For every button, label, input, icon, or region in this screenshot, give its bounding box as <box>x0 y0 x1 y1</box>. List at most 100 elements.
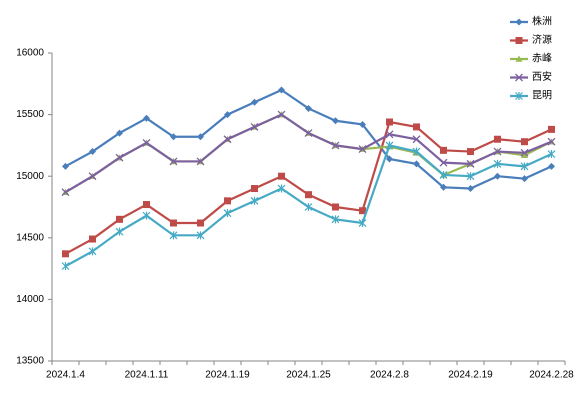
marker <box>520 148 529 157</box>
marker <box>332 203 339 211</box>
marker <box>196 157 205 166</box>
marker <box>515 73 523 82</box>
marker <box>89 235 96 243</box>
marker <box>224 197 231 205</box>
marker <box>251 98 258 106</box>
x-tick-label: 2024.1.11 <box>125 370 169 381</box>
marker <box>61 188 70 197</box>
marker <box>305 191 312 199</box>
marker <box>520 162 529 171</box>
marker <box>197 219 204 227</box>
marker <box>62 162 69 170</box>
y-tick-label: 16000 <box>16 48 44 59</box>
marker <box>196 231 205 240</box>
marker <box>251 185 258 193</box>
marker <box>359 207 366 215</box>
marker <box>493 159 502 168</box>
marker <box>304 203 313 211</box>
marker <box>412 135 421 144</box>
marker <box>358 219 367 228</box>
x-tick-label: 2024.1.19 <box>205 370 250 381</box>
marker <box>115 153 124 162</box>
marker <box>277 110 286 119</box>
marker <box>116 215 123 223</box>
marker <box>386 118 393 126</box>
marker <box>169 157 178 166</box>
marker <box>61 262 70 271</box>
marker <box>278 86 285 94</box>
marker <box>116 129 123 137</box>
marker <box>385 130 394 139</box>
y-tick-label: 14000 <box>16 294 44 305</box>
marker <box>115 227 124 236</box>
marker <box>88 172 97 181</box>
marker <box>169 231 178 240</box>
marker <box>440 146 447 154</box>
marker <box>250 122 259 131</box>
y-tick-label: 15000 <box>16 171 44 182</box>
marker <box>467 185 474 193</box>
marker <box>466 172 475 181</box>
marker <box>223 209 232 218</box>
marker <box>548 162 555 170</box>
marker <box>548 125 555 133</box>
marker <box>304 129 313 138</box>
legend-label: 西安 <box>532 70 552 83</box>
x-tick-label: 2024.1.25 <box>286 370 331 381</box>
marker <box>250 196 259 205</box>
marker <box>89 148 96 156</box>
marker <box>143 114 150 122</box>
marker <box>224 111 231 119</box>
legend-label: 昆明 <box>532 90 552 102</box>
marker <box>88 247 97 256</box>
marker <box>359 120 366 128</box>
marker <box>331 215 340 224</box>
marker <box>62 250 69 258</box>
marker <box>170 219 177 227</box>
x-tick-label: 2024.2.28 <box>529 370 574 381</box>
marker <box>440 183 447 191</box>
marker <box>439 158 448 167</box>
marker <box>142 138 151 147</box>
marker <box>277 184 286 193</box>
marker <box>331 141 340 150</box>
marker <box>143 201 150 209</box>
y-tick-label: 14500 <box>16 232 44 243</box>
marker <box>305 104 312 112</box>
legend-label: 赤峰 <box>532 53 552 65</box>
marker <box>332 117 339 125</box>
marker <box>197 133 204 141</box>
marker <box>170 133 177 141</box>
marker <box>515 18 523 26</box>
marker <box>412 147 421 156</box>
x-tick-label: 2024.1.4 <box>46 370 85 381</box>
marker <box>515 92 523 100</box>
marker <box>494 172 501 180</box>
marker <box>547 150 556 159</box>
marker <box>494 135 501 143</box>
marker <box>278 172 285 180</box>
y-tick-label: 15500 <box>16 109 44 120</box>
marker <box>521 138 528 146</box>
marker <box>466 159 475 168</box>
x-tick-label: 2024.2.19 <box>448 370 493 381</box>
marker <box>223 135 232 144</box>
marker <box>386 155 393 163</box>
marker <box>142 211 151 220</box>
marker <box>467 148 474 156</box>
marker <box>385 141 394 150</box>
marker <box>521 151 528 159</box>
marker <box>439 170 448 179</box>
legend-label: 济源 <box>532 33 552 46</box>
marker <box>493 147 502 156</box>
marker <box>515 37 523 44</box>
marker <box>413 123 420 131</box>
marker <box>358 145 367 154</box>
y-tick-label: 13500 <box>16 356 44 367</box>
x-tick-label: 2024.2.8 <box>370 370 409 381</box>
marker <box>521 175 528 183</box>
marker <box>547 137 556 146</box>
marker <box>413 160 420 168</box>
